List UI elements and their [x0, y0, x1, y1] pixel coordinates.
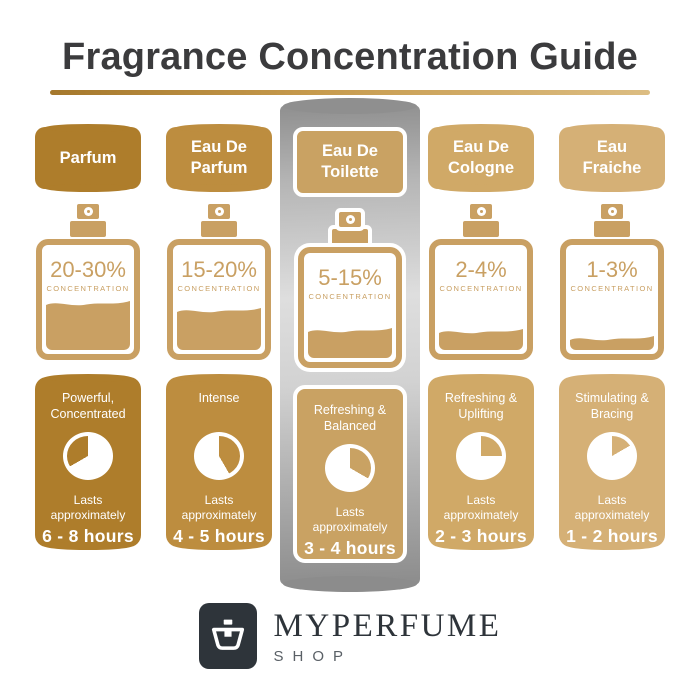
- perfume-bottle-illustration: 5-15% CONCENTRATION: [298, 212, 402, 368]
- bottle-neck: [332, 229, 368, 245]
- column-eau-de-toilette: Eau De Toilette 5-15% CONCENTRATION Refr…: [293, 105, 407, 563]
- bottle-body: 20-30% CONCENTRATION: [36, 239, 140, 360]
- card-description: Intense: [198, 391, 240, 405]
- duration-value: 2 - 3 hours: [435, 526, 527, 546]
- category-label: Eau De Parfum: [190, 138, 248, 177]
- perfume-bottle-logo-icon: [198, 603, 257, 669]
- bottle-neck: [594, 221, 630, 237]
- liquid-wave-icon: [439, 329, 523, 336]
- liquid-fill: [308, 328, 392, 358]
- lasts-label: Lasts approximately: [443, 492, 519, 523]
- spray-nozzle-icon: [339, 212, 361, 227]
- concentration-label: CONCENTRATION: [570, 284, 654, 293]
- clock-pie-icon: [194, 432, 244, 480]
- columns-grid: Parfum 20-30% CONCENTRATION Powerful, Co…: [20, 98, 680, 592]
- brand-logo: MYPERFUME SHOP: [0, 603, 700, 669]
- nozzle-dot: [607, 207, 617, 216]
- spray-nozzle-icon: [77, 204, 99, 219]
- perfume-bottle-illustration: 20-30% CONCENTRATION: [36, 204, 140, 360]
- category-label: Eau De Toilette: [321, 142, 379, 181]
- brand-text: MYPERFUME SHOP: [274, 608, 502, 665]
- lasts-label: Lasts approximately: [312, 504, 388, 535]
- liquid-fill: [570, 336, 654, 350]
- spray-nozzle-icon: [601, 204, 623, 219]
- duration-value: 1 - 2 hours: [566, 526, 658, 546]
- nozzle-dot: [345, 215, 355, 224]
- clock-pie-icon: [325, 444, 375, 492]
- perfume-bottle-illustration: 15-20% CONCENTRATION: [167, 204, 271, 360]
- category-label: Eau De Cologne: [448, 138, 514, 177]
- concentration-value: 5-15%: [318, 265, 382, 290]
- liquid-fill: [177, 308, 261, 350]
- column-eau-fraiche: Eau Fraiche 1-3% CONCENTRATION Stimulati…: [559, 105, 665, 563]
- card-description: Refreshing & Uplifting: [444, 391, 518, 422]
- nozzle-dot: [476, 207, 486, 216]
- liquid-fill: [46, 301, 130, 350]
- title-underline: [50, 90, 650, 95]
- concentration-value: 20-30%: [50, 257, 126, 282]
- spray-nozzle-icon: [470, 204, 492, 219]
- page-title: Fragrance Concentration Guide: [62, 36, 638, 78]
- liquid-wave-icon: [46, 301, 130, 308]
- info-card: Stimulating & Bracing Lasts approximatel…: [559, 374, 665, 550]
- bottle-body: 5-15% CONCENTRATION: [298, 247, 402, 368]
- duration-value: 6 - 8 hours: [42, 526, 134, 546]
- liquid-fill: [439, 329, 523, 350]
- category-label: Parfum: [59, 148, 117, 167]
- bottle-body: 15-20% CONCENTRATION: [167, 239, 271, 360]
- nozzle-dot: [83, 207, 93, 216]
- category-badge: Eau De Toilette: [293, 127, 407, 197]
- info-card: Refreshing & Balanced Lasts approximatel…: [293, 385, 407, 563]
- info-card: Refreshing & Uplifting Lasts approximate…: [428, 374, 534, 550]
- brand-subtitle: SHOP: [273, 647, 353, 665]
- concentration-label: CONCENTRATION: [439, 284, 523, 293]
- liquid-wave-icon: [177, 308, 261, 315]
- brand-name: MYPERFUME: [273, 607, 502, 644]
- bottle-body: 2-4% CONCENTRATION: [429, 239, 533, 360]
- bottle-body: 1-3% CONCENTRATION: [560, 239, 664, 360]
- concentration-value: 15-20%: [181, 257, 257, 282]
- category-badge: Eau De Parfum: [166, 124, 272, 192]
- concentration-label: CONCENTRATION: [308, 292, 392, 301]
- card-description: Refreshing & Balanced: [313, 403, 387, 434]
- clock-pie-icon: [456, 432, 506, 480]
- lasts-label: Lasts approximately: [574, 492, 650, 523]
- column-eau-de-cologne: Eau De Cologne 2-4% CONCENTRATION Refres…: [428, 105, 534, 563]
- liquid-wave-icon: [308, 328, 392, 335]
- bottle-neck: [201, 221, 237, 237]
- concentration-label: CONCENTRATION: [46, 284, 130, 293]
- spray-nozzle-icon: [208, 204, 230, 219]
- duration-value: 4 - 5 hours: [173, 526, 265, 546]
- concentration-value: 2-4%: [455, 257, 507, 282]
- lasts-label: Lasts approximately: [50, 492, 126, 523]
- liquid-wave-icon: [570, 336, 654, 343]
- category-badge: Parfum: [35, 124, 141, 192]
- lasts-label: Lasts approximately: [181, 492, 257, 523]
- nozzle-dot: [214, 207, 224, 216]
- category-label: Eau Fraiche: [582, 138, 642, 177]
- duration-value: 3 - 4 hours: [304, 538, 396, 558]
- info-card: Intense Lasts approximately 4 - 5 hours: [166, 374, 272, 550]
- perfume-bottle-illustration: 2-4% CONCENTRATION: [429, 204, 533, 360]
- bottle-neck: [463, 221, 499, 237]
- perfume-bottle-illustration: 1-3% CONCENTRATION: [560, 204, 664, 360]
- bottle-neck: [70, 221, 106, 237]
- column-eau-de-parfum: Eau De Parfum 15-20% CONCENTRATION Inten…: [166, 105, 272, 563]
- column-parfum: Parfum 20-30% CONCENTRATION Powerful, Co…: [35, 105, 141, 563]
- card-description: Powerful, Concentrated: [50, 391, 126, 422]
- clock-pie-icon: [587, 432, 637, 480]
- clock-pie-icon: [63, 432, 113, 480]
- concentration-value: 1-3%: [586, 257, 638, 282]
- concentration-label: CONCENTRATION: [177, 284, 261, 293]
- info-card: Powerful, Concentrated Lasts approximate…: [35, 374, 141, 550]
- category-badge: Eau Fraiche: [559, 124, 665, 192]
- bottle-glyph-icon: [211, 619, 244, 650]
- category-badge: Eau De Cologne: [428, 124, 534, 192]
- card-description: Stimulating & Bracing: [575, 391, 649, 422]
